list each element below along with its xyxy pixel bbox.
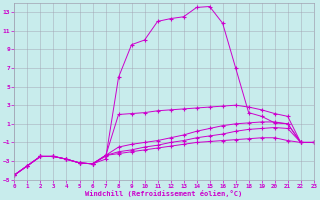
X-axis label: Windchill (Refroidissement éolien,°C): Windchill (Refroidissement éolien,°C) bbox=[85, 190, 243, 197]
